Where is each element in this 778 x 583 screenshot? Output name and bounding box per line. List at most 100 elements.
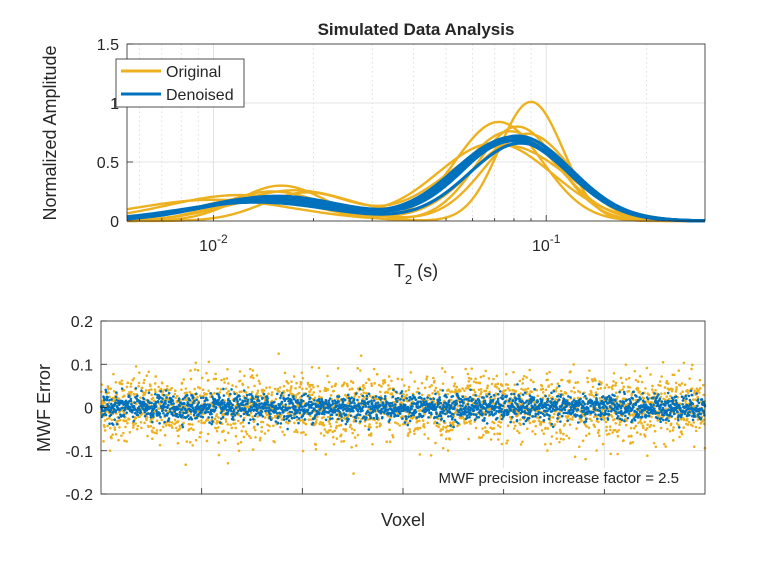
point-original (224, 387, 228, 390)
point-denoised (544, 394, 547, 398)
point-original (345, 382, 349, 386)
point-original (578, 390, 582, 394)
point-original (308, 390, 312, 393)
point-denoised (206, 398, 209, 402)
point-original (321, 421, 325, 425)
point-denoised (543, 414, 546, 417)
point-denoised (496, 397, 500, 401)
point-original (468, 384, 472, 387)
point-original (198, 386, 202, 390)
point-original (486, 384, 489, 388)
point-original (414, 427, 417, 430)
point-denoised (433, 415, 437, 419)
point-original (225, 377, 229, 380)
point-original (189, 377, 193, 381)
point-original (129, 382, 133, 385)
point-original (584, 434, 588, 437)
point-denoised (584, 408, 587, 411)
point-denoised (455, 402, 459, 405)
point-original (302, 430, 305, 434)
point-original (549, 442, 553, 446)
point-original (464, 367, 468, 371)
point-original (691, 398, 695, 401)
top-chart-title: Simulated Data Analysis (318, 20, 515, 39)
point-denoised (330, 413, 334, 417)
point-original (197, 420, 201, 423)
point-denoised (604, 409, 607, 412)
point-denoised (249, 409, 252, 413)
point-original (391, 433, 394, 437)
point-original (481, 427, 484, 430)
point-original (484, 369, 488, 373)
point-original (544, 426, 547, 430)
point-original (370, 382, 373, 385)
point-original (214, 377, 218, 381)
point-original (252, 420, 256, 424)
point-denoised (479, 412, 482, 416)
point-denoised (583, 402, 587, 406)
point-original (147, 425, 150, 429)
point-original (400, 378, 404, 381)
point-original (327, 380, 331, 384)
point-original (603, 416, 606, 420)
point-original (643, 420, 647, 424)
point-original (518, 379, 522, 383)
point-original (203, 421, 207, 424)
point-denoised (324, 406, 327, 410)
point-original (223, 399, 227, 402)
point-original (596, 431, 600, 435)
point-denoised (110, 398, 113, 401)
point-denoised (368, 400, 371, 404)
point-denoised (254, 412, 258, 416)
point-original (464, 386, 468, 390)
point-denoised (596, 417, 599, 421)
point-original (323, 428, 327, 431)
point-denoised (383, 394, 387, 398)
point-denoised (594, 393, 598, 397)
point-denoised (454, 399, 458, 403)
bottom-axes: -0.2-0.100.10.2 MWF Error Voxel MWF prec… (34, 314, 707, 530)
point-original (180, 381, 184, 385)
point-denoised (131, 415, 135, 419)
point-original (611, 387, 614, 391)
point-original (622, 439, 625, 442)
point-original (106, 424, 109, 428)
point-denoised (468, 408, 472, 412)
point-original (401, 422, 405, 426)
point-original (217, 416, 220, 419)
point-original (194, 361, 198, 365)
point-denoised (478, 400, 481, 403)
point-denoised (293, 416, 296, 420)
point-denoised (550, 422, 553, 426)
point-denoised (390, 401, 394, 405)
point-original (595, 449, 598, 452)
point-denoised (279, 422, 283, 425)
point-denoised (510, 392, 513, 396)
point-denoised (243, 399, 247, 403)
point-denoised (419, 401, 423, 404)
point-denoised (444, 393, 447, 397)
point-original (306, 382, 310, 386)
point-original (680, 382, 684, 385)
point-denoised (584, 420, 588, 423)
point-original (682, 426, 685, 429)
point-original (178, 424, 182, 428)
point-denoised (109, 413, 113, 417)
point-original (239, 422, 243, 425)
point-original (308, 394, 312, 397)
point-original (467, 386, 470, 390)
point-original (592, 415, 596, 419)
point-original (500, 384, 504, 388)
point-original (501, 392, 504, 395)
point-original (200, 421, 203, 425)
point-denoised (593, 405, 596, 408)
point-denoised (441, 389, 445, 392)
legend-label-original: Original (166, 64, 221, 81)
point-denoised (396, 414, 400, 418)
point-denoised (189, 408, 193, 412)
point-original (600, 381, 603, 385)
point-denoised (163, 414, 167, 417)
point-denoised (651, 405, 654, 409)
point-original (556, 382, 560, 385)
point-denoised (158, 412, 162, 415)
